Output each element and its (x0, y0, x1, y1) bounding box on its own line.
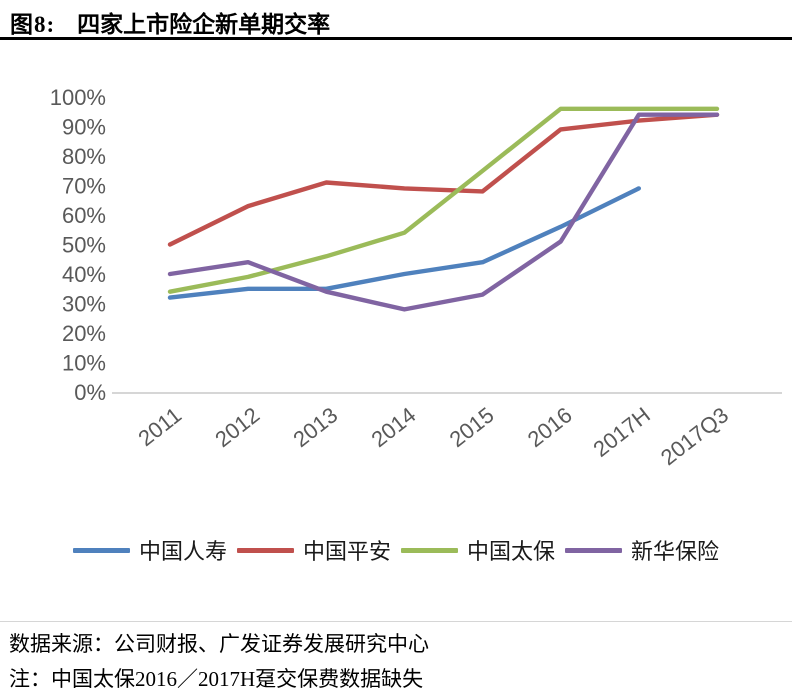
y-axis-tick-label: 100% (50, 85, 106, 110)
legend-item-1: 中国平安 (236, 534, 391, 566)
figure-title: 四家上市险企新单期交率 (77, 12, 331, 37)
y-axis-tick-label: 70% (62, 174, 106, 199)
x-axis-tick-label: 2012 (210, 402, 264, 452)
legend-color-swatch (236, 547, 294, 553)
figure-label: 图8: (10, 12, 56, 37)
chart-legend: 中国人寿 中国平安 中国太保 新华保险 (0, 534, 792, 566)
x-axis-tick-label: 2016 (523, 402, 577, 452)
y-axis-tick-label: 80% (62, 144, 106, 169)
legend-color-swatch (72, 547, 130, 553)
chart-area: 0% 10% 20% 30% 40% 50% 60% 70% 80% 90% 100% 2011 201… (0, 45, 792, 523)
legend-label: 中国太保 (467, 539, 556, 564)
x-axis-tick-label: 2015 (445, 402, 499, 452)
series-line-0 (167, 186, 641, 300)
x-axis-tick-label: 2011 (133, 402, 186, 451)
x-axis-tick-label: 2014 (367, 402, 421, 452)
x-axis-tick-label: 2013 (288, 402, 342, 452)
y-axis-tick-label: 60% (62, 203, 106, 228)
line-chart: 0% 10% 20% 30% 40% 50% 60% 70% 80% 90% 100% 2011 201… (50, 85, 782, 470)
y-axis-tick-label: 90% (62, 115, 106, 140)
legend-item-3: 新华保险 (565, 534, 719, 566)
legend-color-swatch (565, 547, 623, 553)
note-text: 注：中国太保2016／2017H趸交保费数据缺失 (9, 667, 424, 691)
y-axis-tick-label: 20% (62, 321, 106, 346)
source-text: 数据来源：公司财报、广发证券发展研究中心 (9, 632, 429, 656)
legend-color-swatch (401, 547, 458, 553)
title-divider (0, 37, 792, 40)
series-line-1 (167, 112, 720, 247)
legend-item-2: 中国太保 (401, 534, 555, 566)
y-axis-tick-label: 0% (74, 380, 106, 405)
y-axis-tick-label: 40% (62, 262, 106, 287)
x-axis-tick-label: 2017Q3 (656, 402, 733, 470)
legend-label: 中国平安 (302, 539, 391, 564)
y-axis-tick-label: 30% (62, 292, 106, 317)
series-line-3 (167, 112, 720, 312)
legend-label: 中国人寿 (138, 539, 227, 564)
y-axis-tick-label: 10% (62, 351, 106, 376)
series-line-2 (167, 106, 720, 294)
legend-label: 新华保险 (631, 539, 720, 564)
legend-item-0: 中国人寿 (72, 534, 227, 566)
x-axis-tick-label: 2017H (588, 402, 654, 462)
figure-header: 图8: 四家上市险企新单期交率 (10, 5, 330, 39)
footer-divider (0, 621, 792, 622)
y-axis-tick-label: 50% (62, 233, 106, 258)
